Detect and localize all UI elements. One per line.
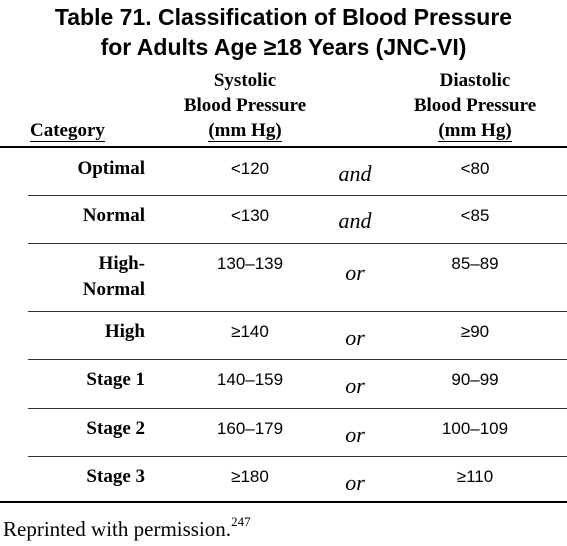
row-divider [28, 456, 567, 457]
conjunction-cell: or [345, 373, 365, 398]
header-rule [0, 146, 567, 148]
row-divider [28, 243, 567, 244]
category-label: Stage 1 [86, 369, 145, 390]
category-label: High [104, 321, 145, 342]
conjunction-cell: or [345, 422, 365, 447]
conjunction-cell: or [345, 260, 365, 285]
header-systolic-line-3: (mm Hg) [208, 120, 282, 142]
header-diastolic-line-2: Blood Pressure [413, 95, 537, 116]
header-diastolic-line-3: (mm Hg) [438, 120, 512, 142]
conjunction-cell: and [338, 208, 372, 233]
category-cell: High- Normal [20, 251, 145, 303]
category-cell: Optimal [20, 156, 145, 182]
header-category-label: Category [30, 120, 105, 142]
category-label-line-1: High- [98, 253, 145, 274]
footnote-text: Reprinted with permission. [3, 517, 232, 541]
conjunction-cell: or [345, 325, 365, 350]
systolic-cell: <130 [230, 206, 270, 225]
systolic-cell: 130–139 [216, 254, 284, 273]
row-divider [28, 408, 567, 409]
diastolic-cell: <80 [460, 159, 490, 178]
diastolic-cell: 85–89 [451, 254, 499, 273]
row-divider [28, 311, 567, 312]
category-label: Stage 3 [86, 466, 145, 487]
header-systolic: Systolic Blood Pressure (mm Hg) [150, 68, 340, 143]
header-diastolic-line-1: Diastolic [439, 70, 511, 91]
category-cell: Normal [20, 203, 145, 229]
conjunction-cell: or [345, 470, 365, 495]
header-category: Category [30, 118, 140, 143]
header-systolic-line-2: Blood Pressure [183, 95, 307, 116]
category-label: Optimal [77, 158, 145, 179]
systolic-cell: 160–179 [216, 419, 284, 438]
diastolic-cell: 90–99 [451, 370, 499, 389]
systolic-cell: ≥180 [231, 467, 269, 486]
category-cell: Stage 3 [20, 464, 145, 490]
table-title-line-1: Table 71. Classification of Blood Pressu… [54, 4, 513, 30]
header-diastolic: Diastolic Blood Pressure (mm Hg) [380, 68, 567, 143]
category-cell: High [20, 319, 145, 345]
conjunction-cell: and [338, 161, 372, 186]
diastolic-cell: 100–109 [441, 419, 509, 438]
systolic-cell: ≥140 [231, 322, 269, 341]
systolic-cell: <120 [230, 159, 270, 178]
category-cell: Stage 1 [20, 367, 145, 393]
systolic-cell: 140–159 [216, 370, 284, 389]
diastolic-cell: ≥90 [460, 322, 490, 341]
category-cell: Stage 2 [20, 416, 145, 442]
category-label: Stage 2 [86, 418, 145, 439]
row-divider [28, 195, 567, 196]
row-divider [28, 359, 567, 360]
table-bottom-rule [0, 501, 567, 503]
header-systolic-line-1: Systolic [213, 70, 277, 91]
category-label-line-2: Normal [82, 279, 145, 300]
category-label: Normal [82, 205, 145, 226]
diastolic-cell: ≥110 [456, 467, 494, 486]
footnote: Reprinted with permission.247 [3, 510, 251, 543]
diastolic-cell: <85 [460, 206, 490, 225]
footnote-reference: 247 [231, 514, 251, 529]
table-title-line-2: for Adults Age ≥18 Years (JNC-VI) [100, 34, 467, 60]
